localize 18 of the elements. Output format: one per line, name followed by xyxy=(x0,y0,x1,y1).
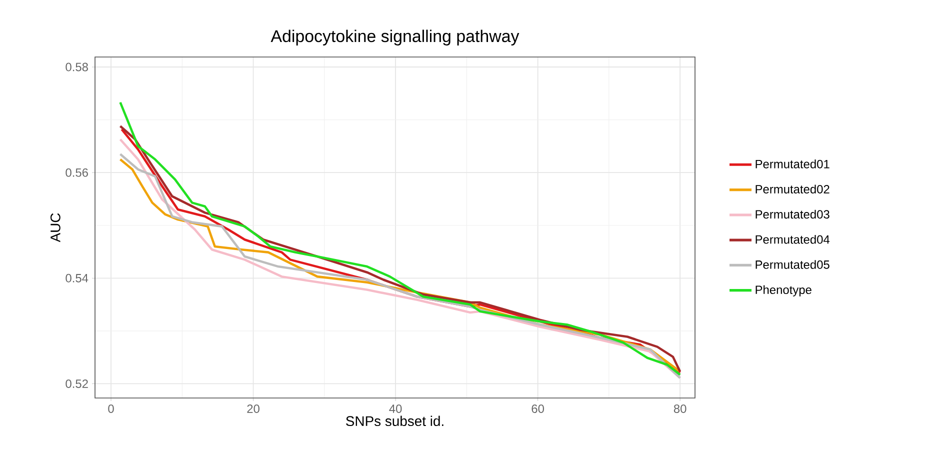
y-tick-label: 0.54 xyxy=(66,274,88,282)
x-tick-label: 0 xyxy=(108,404,114,413)
legend-label: Permutated03 xyxy=(756,210,830,219)
legend-label: Permutated04 xyxy=(756,234,830,244)
legend-label: Permutated05 xyxy=(756,260,830,269)
y-tick-label: 0.58 xyxy=(66,62,88,72)
x-tick-label: 20 xyxy=(247,404,260,413)
legend-label: Permutated02 xyxy=(756,184,830,194)
y-tick-label: 0.52 xyxy=(66,380,88,388)
legend-label: Permutated01 xyxy=(756,160,830,168)
x-tick-label: 60 xyxy=(532,404,544,413)
y-tick-label: 0.56 xyxy=(66,168,88,177)
x-tick-label: 80 xyxy=(674,404,686,413)
x-tick-label: 40 xyxy=(389,404,402,413)
chart-title: Adipocytokine signalling pathway xyxy=(270,30,520,46)
y-axis-title: AUC xyxy=(50,213,60,242)
legend-label: Phenotype xyxy=(756,285,812,296)
x-axis-title: SNPs subset id. xyxy=(346,416,444,426)
